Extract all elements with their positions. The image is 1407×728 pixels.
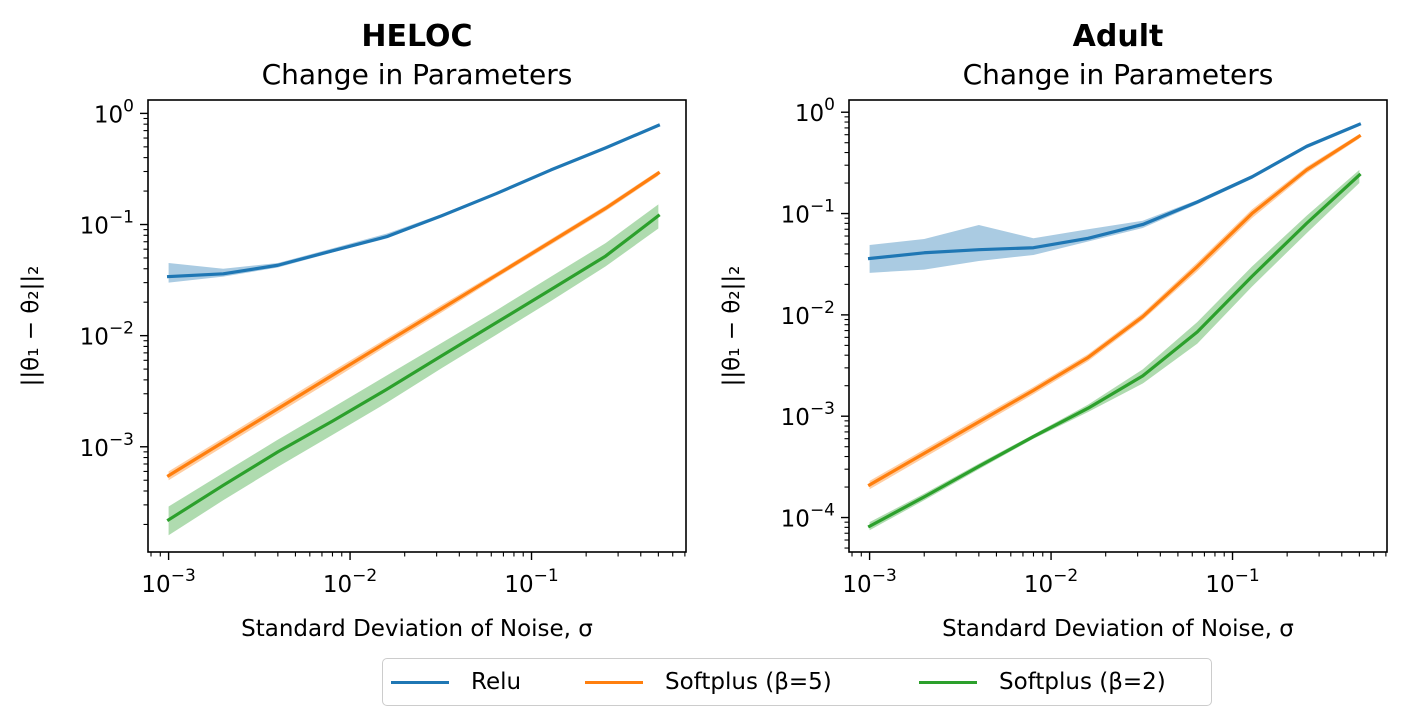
x-tick-label: 10−2 xyxy=(1024,566,1078,598)
line-softplus-5 xyxy=(867,133,1362,488)
legend-label-softplus-2: Softplus (β=2) xyxy=(999,669,1166,695)
x-tick-label: 10−2 xyxy=(323,566,377,598)
x-tick-label: 10−3 xyxy=(842,566,896,598)
x-tick-label: 10−1 xyxy=(1205,566,1259,598)
legend-swatch-relu xyxy=(391,680,449,684)
y-tick-label: 10−1 xyxy=(781,197,835,229)
y-axis-label: ||θ₁ − θ₂||₂ xyxy=(18,266,44,387)
line-relu xyxy=(166,123,661,279)
x-tick-label: 10−1 xyxy=(504,566,558,598)
plot-frame xyxy=(147,99,687,553)
band-relu xyxy=(869,122,1360,273)
plot-data xyxy=(166,123,661,536)
y-tick-label: 100 xyxy=(94,96,134,128)
legend: Relu Softplus (β=5) Softplus (β=2) xyxy=(382,658,1212,706)
x-axis-label: Standard Deviation of Noise, σ xyxy=(942,616,1294,642)
y-tick-label: 100 xyxy=(795,95,835,127)
x-axis-label: Standard Deviation of Noise, σ xyxy=(241,616,593,642)
chart-subtitle: Change in Parameters xyxy=(262,58,573,91)
y-tick-label: 10−2 xyxy=(80,319,134,351)
plot-frame xyxy=(848,99,1388,553)
y-tick-label: 10−3 xyxy=(80,430,134,462)
legend-item-softplus-5: Softplus (β=5) xyxy=(585,659,832,705)
band-softplus-2 xyxy=(168,204,659,536)
y-tick-label: 10−1 xyxy=(80,208,134,240)
y-tick-label: 10−4 xyxy=(781,501,835,533)
heloc-panel: HELOC Change in Parameters Standard Deviat… xyxy=(18,19,687,642)
band-softplus-2 xyxy=(869,169,1360,531)
y-axis-label: ||θ₁ − θ₂||₂ xyxy=(719,266,745,387)
chart-title: HELOC xyxy=(361,19,472,54)
y-tick-label: 10−2 xyxy=(781,298,835,330)
line-softplus-5 xyxy=(166,170,661,478)
line-relu xyxy=(867,122,1362,261)
plot-data xyxy=(867,122,1362,531)
x-tick-label: 10−3 xyxy=(141,566,195,598)
band-softplus-5 xyxy=(869,133,1360,490)
legend-item-relu: Relu xyxy=(391,659,521,705)
y-tick-label: 10−3 xyxy=(781,399,835,431)
legend-item-softplus-2: Softplus (β=2) xyxy=(919,659,1166,705)
line-softplus-2 xyxy=(166,213,661,523)
legend-label-relu: Relu xyxy=(471,669,522,695)
legend-swatch-softplus-2 xyxy=(919,680,977,684)
adult-panel: Adult Change in Parameters Standard Deviat… xyxy=(719,19,1388,642)
legend-label-softplus-5: Softplus (β=5) xyxy=(665,669,832,695)
chart-subtitle: Change in Parameters xyxy=(963,58,1274,91)
line-softplus-2 xyxy=(867,172,1362,529)
legend-swatch-softplus-5 xyxy=(585,680,643,684)
chart-title: Adult xyxy=(1073,19,1164,54)
